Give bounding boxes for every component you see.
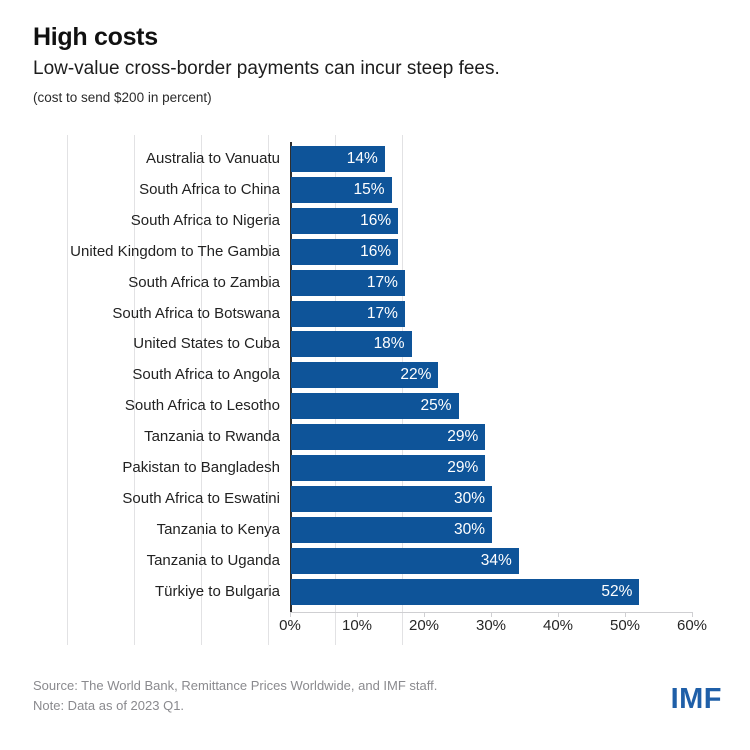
bar-row: Pakistan to Bangladesh 29% <box>0 455 750 481</box>
chart-header: High costs Low-value cross-border paymen… <box>33 23 723 106</box>
x-tick-label: 20% <box>408 617 440 634</box>
category-label: South Africa to Angola <box>132 366 280 384</box>
bar[interactable]: 22% <box>291 362 439 389</box>
bar-row: South Africa to China 15% <box>0 176 750 203</box>
bar-chart: Australia to Vanuatu 14% South Africa to C… <box>0 135 750 645</box>
bar-value-label: 52% <box>601 582 633 600</box>
category-label: Türkiye to Bulgaria <box>154 582 280 600</box>
category-label: Tanzania to Kenya <box>156 520 280 538</box>
x-tick-label: 50% <box>609 617 641 634</box>
bar-row: Tanzania to Uganda 34% <box>0 547 750 574</box>
bar[interactable]: 25% <box>291 393 459 420</box>
bar[interactable]: 17% <box>291 300 405 327</box>
bar-value-label: 14% <box>346 150 378 167</box>
bar-value-label: 29% <box>447 428 479 446</box>
bar-value-label: 16% <box>360 211 392 229</box>
bar-value-label: 30% <box>453 489 485 507</box>
bar[interactable]: 52% <box>291 578 640 605</box>
x-tick-mark <box>424 612 425 617</box>
chart-subtitle: Low-value cross-border payments can incu… <box>33 57 500 79</box>
category-label: South Africa to Botswana <box>112 304 280 322</box>
bar-row: Türkiye to Bulgaria 52% <box>0 578 750 605</box>
category-label: Tanzania to Rwanda <box>144 428 280 446</box>
category-label: South Africa to China <box>139 180 280 198</box>
bar-value-label: 17% <box>366 304 398 322</box>
x-tick-mark <box>491 612 492 617</box>
bar[interactable]: 17% <box>291 269 405 296</box>
bar[interactable]: 30% <box>291 516 492 543</box>
bar[interactable]: 29% <box>291 455 486 481</box>
source-text: Source: The World Bank, Remittance Price… <box>33 678 438 693</box>
bar-value-label: 22% <box>400 366 432 384</box>
x-tick-label: 60% <box>676 617 708 634</box>
bar-value-label: 29% <box>447 459 479 476</box>
category-label: South Africa to Lesotho <box>124 397 280 415</box>
bar[interactable]: 16% <box>291 207 399 234</box>
bar-row: South Africa to Eswatini 30% <box>0 485 750 512</box>
bar[interactable]: 29% <box>291 424 486 451</box>
x-tick-mark <box>357 612 358 617</box>
bar-value-label: 18% <box>373 335 405 353</box>
bar-value-label: 15% <box>353 180 385 198</box>
bar-rows: Australia to Vanuatu 14% South Africa to C… <box>0 135 750 605</box>
x-tick-mark <box>692 612 693 617</box>
bar-row: South Africa to Angola 22% <box>0 362 750 389</box>
x-tick-mark <box>625 612 626 617</box>
bar[interactable]: 16% <box>291 238 399 265</box>
chart-units-note: (cost to send $200 in percent) <box>33 90 212 106</box>
category-label: Tanzania to Uganda <box>146 551 280 569</box>
bar[interactable]: 14% <box>291 146 385 172</box>
x-tick-label: 30% <box>475 617 507 634</box>
x-tick-label: 0% <box>279 617 301 634</box>
bar[interactable]: 30% <box>291 485 492 512</box>
bar-row: Australia to Vanuatu 14% <box>0 146 750 172</box>
category-label: Pakistan to Bangladesh <box>122 459 280 476</box>
x-tick-mark <box>558 612 559 617</box>
bar[interactable]: 34% <box>291 547 519 574</box>
bar-value-label: 25% <box>420 397 452 415</box>
imf-logo: IMF <box>670 683 722 715</box>
bar-value-label: 30% <box>453 520 485 538</box>
bar[interactable]: 18% <box>291 331 412 358</box>
category-label: South Africa to Nigeria <box>130 211 280 229</box>
page-title: High costs <box>33 23 158 51</box>
bar-row: Tanzania to Rwanda 29% <box>0 424 750 451</box>
note-text: Note: Data as of 2023 Q1. <box>33 698 185 714</box>
x-tick-mark <box>290 612 291 617</box>
category-label: United States to Cuba <box>133 335 280 353</box>
category-label: United Kingdom to The Gambia <box>70 242 280 260</box>
chart-footer: Source: The World Bank, Remittance Price… <box>33 676 593 716</box>
category-label: South Africa to Zambia <box>128 273 280 291</box>
x-tick-label: 40% <box>542 617 574 634</box>
bar-row: Tanzania to Kenya 30% <box>0 516 750 543</box>
bar-row: South Africa to Zambia 17% <box>0 269 750 296</box>
category-label: South Africa to Eswatini <box>122 489 280 507</box>
bar[interactable]: 15% <box>291 176 392 203</box>
bar-row: United States to Cuba 18% <box>0 331 750 358</box>
bar-row: South Africa to Botswana 17% <box>0 300 750 327</box>
bar-value-label: 17% <box>366 273 398 291</box>
x-tick-label: 10% <box>341 617 373 634</box>
category-label: Australia to Vanuatu <box>146 150 280 167</box>
bar-row: South Africa to Nigeria 16% <box>0 207 750 234</box>
x-axis-ticks: 0% 10% 20% 30% 40% 50% 60% <box>0 612 750 641</box>
bar-row: United Kingdom to The Gambia 16% <box>0 238 750 265</box>
bar-value-label: 16% <box>360 242 392 260</box>
bar-value-label: 34% <box>480 551 512 569</box>
bar-row: South Africa to Lesotho 25% <box>0 393 750 420</box>
